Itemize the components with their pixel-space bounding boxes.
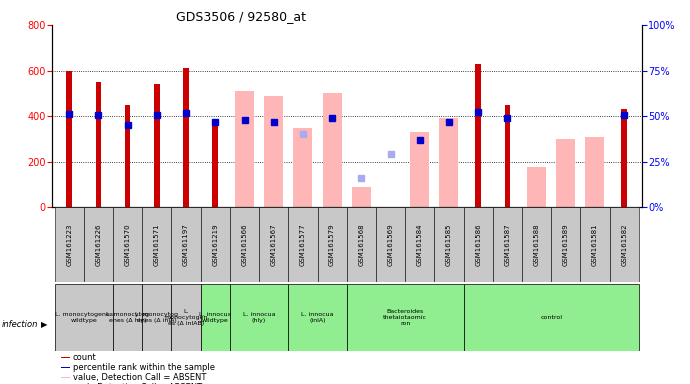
Text: L. monocytogenes
wildtype: L. monocytogenes wildtype [55,312,113,323]
Bar [172,207,201,282]
Bar [230,207,259,282]
Text: ▶: ▶ [41,320,48,329]
Text: GSM161589: GSM161589 [563,223,569,266]
Bar [411,132,429,207]
Text: GSM161566: GSM161566 [241,223,248,266]
Bar [288,284,346,351]
Text: GSM161588: GSM161588 [533,223,540,266]
Bar [235,91,254,207]
Text: L. innocua
(hly): L. innocua (hly) [243,312,275,323]
Bar [55,284,113,351]
Text: value, Detection Call = ABSENT: value, Detection Call = ABSENT [72,373,206,382]
Bar [352,187,371,207]
Text: rank, Detection Call = ABSENT: rank, Detection Call = ABSENT [72,383,201,384]
Bar [580,207,609,282]
Text: GSM161584: GSM161584 [417,223,423,266]
Text: L. monocytog
enes (Δ inlA): L. monocytog enes (Δ inlA) [135,312,179,323]
Bar [201,207,230,282]
Text: GSM161569: GSM161569 [388,223,393,266]
Bar [172,284,201,351]
Text: L. innocua
(inlA): L. innocua (inlA) [302,312,334,323]
Bar [464,207,493,282]
Bar [527,167,546,207]
Bar [293,127,313,207]
Text: GSM161571: GSM161571 [154,223,160,266]
Bar [288,207,317,282]
Text: GSM161570: GSM161570 [125,223,130,266]
Bar [556,139,575,207]
Bar [475,64,481,207]
Bar [434,207,464,282]
Text: GSM161223: GSM161223 [66,223,72,266]
Bar [201,284,230,351]
Text: L. innocua
wildtype: L. innocua wildtype [199,312,232,323]
Bar [586,137,604,207]
Text: count: count [72,353,97,362]
Bar [125,105,130,207]
Text: percentile rank within the sample: percentile rank within the sample [72,363,215,372]
Bar [440,118,458,207]
Text: Bacteroides
thetaiotaomic
ron: Bacteroides thetaiotaomic ron [383,310,427,326]
Bar [113,284,142,351]
Bar [230,284,288,351]
Text: GSM161581: GSM161581 [592,223,598,266]
Text: GSM161577: GSM161577 [300,223,306,266]
Bar [184,68,189,207]
Bar [346,284,464,351]
Bar [504,105,510,207]
Bar [213,121,218,207]
Bar [522,207,551,282]
Text: GSM161582: GSM161582 [621,223,627,266]
Text: GSM161219: GSM161219 [213,223,218,266]
Text: L. monocytog
enes (Δ hly): L. monocytog enes (Δ hly) [106,312,149,323]
Bar [264,96,283,207]
Bar [142,284,172,351]
Text: GSM161568: GSM161568 [358,223,364,266]
Text: GSM161226: GSM161226 [95,223,101,266]
Bar [551,207,580,282]
Bar [154,84,159,207]
Bar [346,207,376,282]
Bar [61,357,70,358]
Bar [464,284,639,351]
Text: GSM161586: GSM161586 [475,223,481,266]
Bar [66,71,72,207]
Bar [259,207,288,282]
Bar [61,377,70,378]
Bar [55,207,84,282]
Text: L.
monocytogen
es (Δ inlAB): L. monocytogen es (Δ inlAB) [164,310,208,326]
Text: infection: infection [2,320,39,329]
Bar [405,207,434,282]
Bar [622,109,627,207]
Bar [609,207,639,282]
Text: GSM161197: GSM161197 [183,223,189,266]
Bar [317,207,346,282]
Text: GSM161587: GSM161587 [504,223,511,266]
Text: GSM161579: GSM161579 [329,223,335,266]
Bar [323,93,342,207]
Bar [142,207,172,282]
Text: GDS3506 / 92580_at: GDS3506 / 92580_at [177,10,306,23]
Bar [376,207,405,282]
Bar [96,82,101,207]
Text: control: control [540,315,562,320]
Bar [493,207,522,282]
Text: GSM161585: GSM161585 [446,223,452,266]
Bar [113,207,142,282]
Text: GSM161567: GSM161567 [270,223,277,266]
Bar [84,207,113,282]
